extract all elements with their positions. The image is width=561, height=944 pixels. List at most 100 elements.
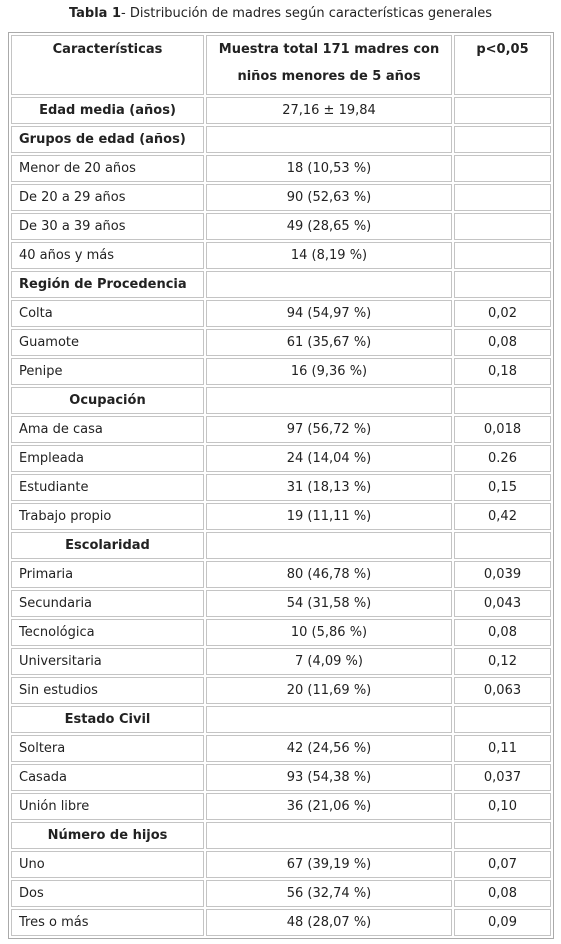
table-cell: 16 (9,36 %) [206,358,452,385]
table-row: Trabajo propio 19 (11,11 %) 0,42 [11,503,551,530]
empty-cell [206,706,452,733]
table-cell: 93 (54,38 %) [206,764,452,791]
table-row: Tres o más 48 (28,07 %) 0,09 [11,909,551,936]
empty-cell [454,242,551,269]
table-cell: 0,12 [454,648,551,675]
header-cell: p<0,05 [454,35,551,95]
table-cell: 0,08 [454,619,551,646]
empty-cell [454,213,551,240]
table-row: Edad media (años) 27,16 ± 19,84 [11,97,551,124]
table-cell: 31 (18,13 %) [206,474,452,501]
table-cell: 0,09 [454,909,551,936]
table-cell: 0,037 [454,764,551,791]
table-cell: 56 (32,74 %) [206,880,452,907]
table-cell: 94 (54,97 %) [206,300,452,327]
table-cell: 0,42 [454,503,551,530]
table-cell: Guamote [11,329,204,356]
table-cell: 36 (21,06 %) [206,793,452,820]
table-row: De 30 a 39 años 49 (28,65 %) [11,213,551,240]
table-row: Ama de casa 97 (56,72 %) 0,018 [11,416,551,443]
table-cell: Sin estudios [11,677,204,704]
table-cell: 48 (28,07 %) [206,909,452,936]
table-cell: De 30 a 39 años [11,213,204,240]
table-row: Menor de 20 años 18 (10,53 %) [11,155,551,182]
caption: Tabla 1- Distribución de madres según ca… [0,6,561,21]
table-cell: Región de Procedencia [11,271,204,298]
empty-cell [454,184,551,211]
table-cell: 27,16 ± 19,84 [206,97,452,124]
table-cell: 49 (28,65 %) [206,213,452,240]
table-row: Región de Procedencia [11,271,551,298]
empty-cell [454,271,551,298]
table-cell: 0,11 [454,735,551,762]
table-row: Ocupación [11,387,551,414]
empty-cell [206,822,452,849]
table-cell: 10 (5,86 %) [206,619,452,646]
table-cell: 61 (35,67 %) [206,329,452,356]
table-cell: Número de hijos [11,822,204,849]
empty-cell [206,271,452,298]
table-cell: Universitaria [11,648,204,675]
table-cell: De 20 a 29 años [11,184,204,211]
table-cell: 24 (14,04 %) [206,445,452,472]
table-body: Características Muestra total 171 madres … [11,35,551,936]
table-cell: 0,18 [454,358,551,385]
table-row: Estudiante 31 (18,13 %) 0,15 [11,474,551,501]
table-cell: Empleada [11,445,204,472]
table-cell: 0,02 [454,300,551,327]
table-row: Secundaria 54 (31,58 %) 0,043 [11,590,551,617]
table-row: Número de hijos [11,822,551,849]
table-row: Sin estudios 20 (11,69 %) 0,063 [11,677,551,704]
caption-text: - Distribución de madres según caracterí… [121,6,493,21]
table-row: Casada 93 (54,38 %) 0,037 [11,764,551,791]
table-cell: 0,08 [454,880,551,907]
header-row: Características Muestra total 171 madres … [11,35,551,95]
table-row: Estado Civil [11,706,551,733]
table-cell: 18 (10,53 %) [206,155,452,182]
table-cell: 0.26 [454,445,551,472]
table-cell: Secundaria [11,590,204,617]
table-cell: Dos [11,880,204,907]
table-row: Dos 56 (32,74 %) 0,08 [11,880,551,907]
table-cell: Menor de 20 años [11,155,204,182]
empty-cell [206,532,452,559]
table-row: Penipe 16 (9,36 %) 0,18 [11,358,551,385]
table-cell: Colta [11,300,204,327]
table-cell: Soltera [11,735,204,762]
table-cell: Tres o más [11,909,204,936]
table-row: De 20 a 29 años 90 (52,63 %) [11,184,551,211]
table-cell: 42 (24,56 %) [206,735,452,762]
empty-cell [454,706,551,733]
table-cell: 14 (8,19 %) [206,242,452,269]
table-cell: Ama de casa [11,416,204,443]
table-cell: Escolaridad [11,532,204,559]
table-row: Grupos de edad (años) [11,126,551,153]
table-cell: 0,07 [454,851,551,878]
table-row: Universitaria 7 (4,09 %) 0,12 [11,648,551,675]
table-cell: 0,08 [454,329,551,356]
table-cell: 67 (39,19 %) [206,851,452,878]
table: Características Muestra total 171 madres … [8,32,554,939]
table-cell: 54 (31,58 %) [206,590,452,617]
table-cell: Ocupación [11,387,204,414]
empty-cell [454,155,551,182]
table-cell: 0,043 [454,590,551,617]
table-row: Colta 94 (54,97 %) 0,02 [11,300,551,327]
table-cell: Tecnológica [11,619,204,646]
table-cell: 19 (11,11 %) [206,503,452,530]
table-cell: Estudiante [11,474,204,501]
table-cell: Estado Civil [11,706,204,733]
table-cell: Primaria [11,561,204,588]
table-row: 40 años y más 14 (8,19 %) [11,242,551,269]
empty-cell [454,97,551,124]
table-cell: 0,063 [454,677,551,704]
table-cell: Casada [11,764,204,791]
table-cell: 0,039 [454,561,551,588]
table-cell: 0,018 [454,416,551,443]
table-cell: 90 (52,63 %) [206,184,452,211]
table-row: Empleada 24 (14,04 %) 0.26 [11,445,551,472]
empty-cell [454,387,551,414]
empty-cell [454,126,551,153]
